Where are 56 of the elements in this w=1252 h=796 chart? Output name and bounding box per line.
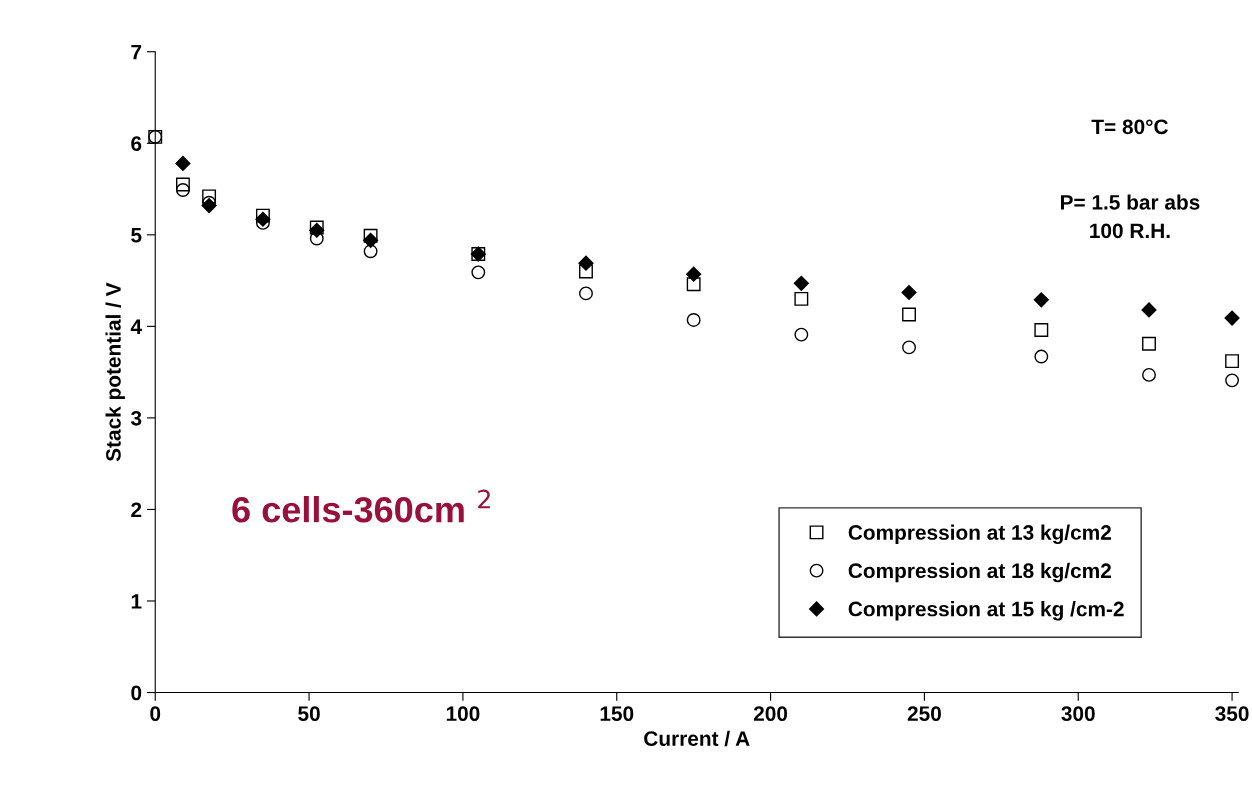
point xyxy=(1142,336,1156,351)
point xyxy=(1034,323,1049,337)
point xyxy=(793,275,809,291)
annotation: T= 80°C xyxy=(1091,119,1168,135)
point xyxy=(902,340,916,355)
point xyxy=(255,208,270,223)
point xyxy=(902,307,916,322)
point xyxy=(1224,310,1240,326)
y-tick-label: 6 xyxy=(131,136,142,152)
y-tick-label: 2 xyxy=(131,502,142,517)
x-tick-label: 50 xyxy=(298,706,320,722)
point xyxy=(794,291,809,306)
point xyxy=(686,277,701,292)
x-tick-label: 250 xyxy=(907,706,941,722)
point xyxy=(579,286,593,301)
point xyxy=(255,211,271,227)
y-tick-label: 0 xyxy=(131,685,142,701)
annotation: 6 cells-360cm $^{2}$ xyxy=(232,489,490,523)
y-tick-label: 3 xyxy=(130,410,142,426)
legend-label: Compression at 13 kg/cm2 xyxy=(848,524,1111,545)
y-tick-label: 7 xyxy=(131,44,142,60)
point xyxy=(901,284,917,301)
x-tick-label: 100 xyxy=(446,706,480,722)
y-tick-label: 1 xyxy=(131,594,142,609)
point xyxy=(1225,354,1240,369)
x-axis-title: Current / A xyxy=(644,730,750,747)
x-tick-label: 200 xyxy=(753,706,788,722)
point xyxy=(686,266,702,282)
y-tick-label: 4 xyxy=(130,319,142,334)
point xyxy=(175,177,190,192)
x-tick-label: 150 xyxy=(600,706,634,722)
point xyxy=(1141,302,1157,318)
point xyxy=(794,327,809,342)
point xyxy=(578,255,594,271)
point xyxy=(1225,373,1240,388)
point xyxy=(363,244,378,259)
point xyxy=(1142,367,1156,382)
x-tick-label: 0 xyxy=(150,706,161,722)
point xyxy=(363,232,379,248)
point xyxy=(175,155,191,171)
legend-label: Compression at 15 kg /cm-2 xyxy=(848,601,1124,621)
point xyxy=(686,313,701,327)
point xyxy=(175,183,190,197)
point xyxy=(1033,292,1049,308)
point xyxy=(579,264,593,279)
point xyxy=(1034,349,1049,364)
x-tick-label: 350 xyxy=(1215,706,1249,722)
legend-label: Compression at 18 kg/cm2 xyxy=(848,562,1111,583)
point xyxy=(363,228,378,243)
point xyxy=(201,197,217,214)
point xyxy=(202,189,217,204)
x-tick-label: 300 xyxy=(1061,706,1095,722)
y-axis-title: Stack potential / V xyxy=(105,282,125,462)
annotation: P= 1.5 bar abs 100 R.H. xyxy=(1060,194,1200,239)
y-tick-label: 5 xyxy=(131,228,142,243)
point xyxy=(471,265,486,280)
